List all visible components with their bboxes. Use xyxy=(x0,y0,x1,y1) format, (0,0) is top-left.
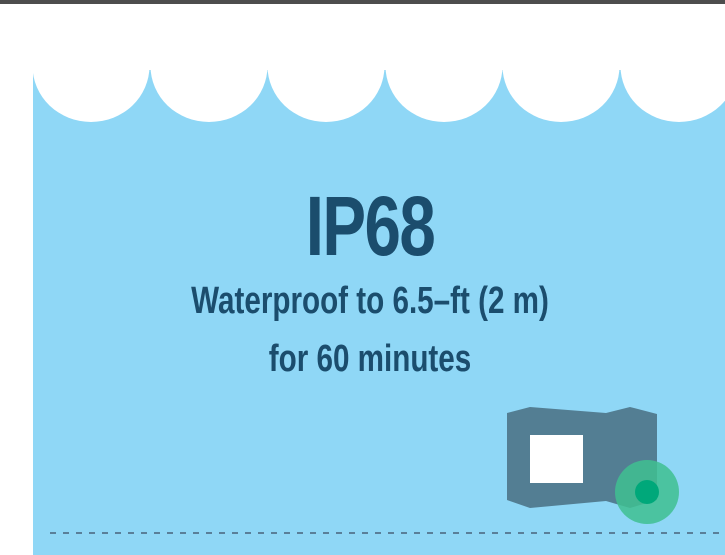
description-line: for 60 minutes xyxy=(269,338,472,380)
rating: IP68 xyxy=(306,179,435,273)
top-bar xyxy=(0,0,725,4)
description-line: Waterproof to 6.5–ft (2 m) xyxy=(191,280,549,322)
page: IP68 Waterproof to 6.5–ft (2 m) for 60 m… xyxy=(0,0,725,555)
infographic: IP68 Waterproof to 6.5–ft (2 m) for 60 m… xyxy=(0,0,725,555)
